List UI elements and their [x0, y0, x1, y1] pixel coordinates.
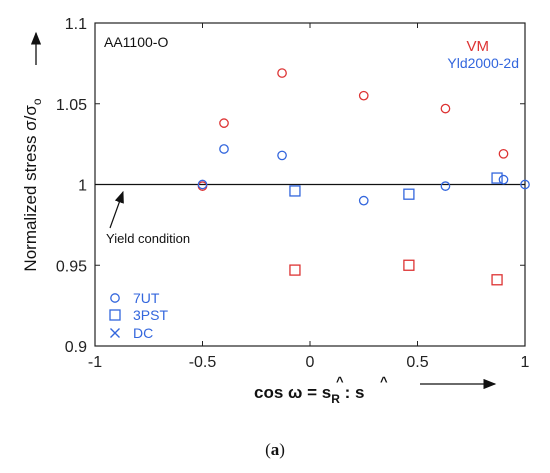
x-tick-label: -0.5	[189, 354, 217, 371]
point-yld2000-2d-circle	[440, 181, 451, 191]
point-vm-circle	[498, 148, 509, 159]
x-axis-label-s1: s	[322, 383, 331, 402]
yield-condition-label: Yield condition	[106, 231, 190, 246]
point-yld2000-2d-circle	[277, 150, 287, 161]
y-axis-label-subscript: o	[30, 98, 44, 105]
point-vm-square	[289, 264, 301, 276]
caption-close: )	[279, 440, 285, 459]
x-axis-label: cos ω = sR : s ^ ^	[254, 374, 388, 406]
yield-condition-annotation: Yield condition	[106, 190, 190, 246]
x-tick-label: 0	[306, 354, 315, 371]
x-axis-label-hat2: ^	[380, 374, 388, 389]
x-axis-label-sub: R	[331, 392, 340, 406]
y-axis-label-main: Normalized stress σ/σ	[21, 105, 40, 272]
x-axis-label-hat1: ^	[336, 374, 344, 389]
y-axis-label: Normalized stress σ/σo	[21, 98, 44, 271]
y-tick-label: 0.9	[65, 339, 87, 356]
x-axis-label-colon: :	[340, 383, 355, 402]
point-yld2000-2d-circle	[219, 144, 229, 154]
x-axis-label-prefix: cos ω =	[254, 383, 322, 402]
x-tick-label: -1	[88, 354, 102, 371]
yield-condition-arrow	[109, 190, 124, 229]
legend-label-dc: DC	[133, 325, 153, 341]
figure-caption: (a)	[0, 440, 550, 460]
point-vm-circle	[440, 103, 451, 114]
chart-ticks: -1 -0.5 0 0.5 1 0.9 0.95 1 1.05 1.1	[56, 16, 530, 371]
data-points	[197, 68, 530, 286]
legend-label-3pst: 3PST	[133, 307, 168, 323]
svg-text:cos ω = sR : s: cos ω = sR : s	[254, 383, 364, 406]
point-vm-circle	[219, 118, 229, 128]
point-vm-circle	[358, 90, 369, 101]
point-vm-circle	[277, 68, 287, 78]
svg-text:Normalized stress σ/σo: Normalized stress σ/σo	[21, 98, 44, 271]
y-tick-label: 1.05	[56, 97, 87, 114]
legend-model-vm: VM	[467, 38, 490, 55]
point-yld2000-2d-square	[491, 172, 503, 184]
point-yld2000-2d-circle	[520, 179, 530, 190]
caption-letter: a	[270, 440, 280, 459]
y-tick-label: 1	[78, 178, 87, 195]
chart-title: AA1100-O	[104, 34, 168, 50]
legend-square-marker	[109, 309, 121, 321]
legend-label-7ut: 7UT	[133, 290, 160, 306]
point-yld2000-2d-circle	[358, 195, 369, 206]
x-axis-label-s2: s	[355, 383, 364, 402]
point-vm-square	[491, 274, 503, 286]
point-yld2000-2d-circle	[197, 179, 208, 190]
legend-model-yld2000: Yld2000-2d	[447, 55, 519, 71]
point-yld2000-2d-circle	[498, 174, 509, 185]
y-tick-label: 0.95	[56, 258, 87, 275]
caption-open: (	[265, 440, 271, 459]
y-tick-label: 1.1	[65, 16, 87, 33]
point-vm-square	[403, 259, 415, 271]
point-yld2000-2d-square	[403, 188, 415, 200]
x-tick-label: 1	[521, 354, 530, 371]
x-tick-label: 0.5	[406, 354, 428, 371]
point-yld2000-2d-square	[289, 185, 301, 197]
legend-circle-marker	[110, 293, 120, 303]
legend: 7UT 3PST DC	[109, 290, 168, 341]
legend-cross-marker	[110, 328, 120, 338]
